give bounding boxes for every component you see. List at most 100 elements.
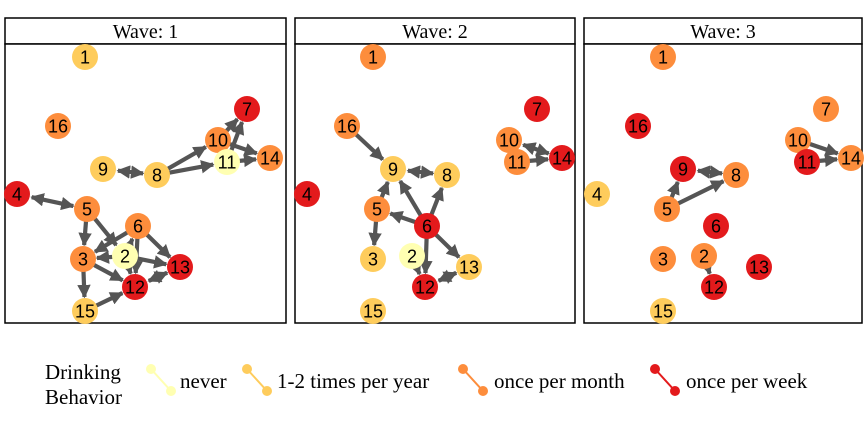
edge-6-9 [398, 179, 424, 218]
strip-wave-1 [4, 17, 287, 45]
node-label: 11 [218, 153, 237, 173]
node-4: 4 [4, 181, 30, 207]
panel-wave-1: Wave: 1 1 16 7 10 14 11 9 8 4 5 6 3 2 13 12 15 [4, 17, 287, 324]
node-label: 2 [699, 247, 709, 267]
node-5: 5 [74, 196, 100, 222]
node-12: 12 [701, 274, 727, 300]
node-circle [360, 298, 386, 324]
node-label: 4 [302, 185, 312, 205]
node-circle [4, 181, 30, 207]
edge-6-5 [388, 211, 418, 225]
node-circle [456, 254, 482, 280]
node-label: 9 [388, 160, 398, 180]
edge-9-8 [406, 165, 435, 179]
node-label: 3 [78, 250, 88, 270]
node-circle [584, 181, 610, 207]
node-circle [70, 246, 96, 272]
node-16: 16 [45, 113, 71, 139]
legend-swatch-1-2 [242, 364, 252, 374]
node-2: 2 [691, 243, 717, 269]
node-8: 8 [723, 162, 749, 188]
node-circle [112, 243, 138, 269]
node-label: 13 [749, 258, 769, 278]
edge-10-14 [521, 142, 551, 156]
edge-6-3 [93, 229, 130, 254]
node-10: 10 [496, 127, 522, 153]
edge-10-14 [807, 141, 840, 156]
node-7: 7 [524, 96, 550, 122]
node-circle [703, 213, 729, 239]
node-9: 9 [90, 156, 116, 182]
node-1: 1 [650, 44, 676, 70]
node-label: 16 [628, 117, 648, 137]
node-circle [654, 196, 680, 222]
node-label: 8 [731, 166, 741, 186]
node-circle [72, 44, 98, 70]
edge-15-12 [94, 291, 124, 309]
node-circle [691, 243, 717, 269]
node-circle [122, 274, 148, 300]
edge-9-8 [116, 165, 145, 179]
legend: Drinking Behavior never 1-2 times per ye… [45, 360, 808, 409]
edges-layer [30, 117, 259, 309]
edge-11-14 [527, 153, 550, 168]
edge-5-8 [675, 179, 725, 207]
node-4: 4 [294, 181, 320, 207]
node-8: 8 [434, 162, 460, 188]
node-7: 7 [234, 96, 260, 122]
node-2: 2 [399, 243, 425, 269]
node-label: 7 [532, 100, 542, 120]
node-16: 16 [625, 113, 651, 139]
edge-3-12 [91, 262, 124, 283]
node-circle [74, 196, 100, 222]
node-circle [125, 213, 151, 239]
edge-10-14 [227, 141, 259, 156]
node-label: 2 [120, 247, 130, 267]
node-circle [257, 145, 283, 171]
edge-9-8 [696, 165, 724, 179]
node-label: 12 [415, 278, 435, 298]
node-label: 15 [653, 302, 673, 322]
legend-label-week: once per week [686, 369, 808, 393]
node-9: 9 [380, 156, 406, 182]
panel-title: Wave: 3 [690, 21, 756, 43]
legend-swatch-week [650, 364, 660, 374]
node-label: 7 [821, 100, 831, 120]
plot-area [4, 43, 287, 324]
node-circle [524, 96, 550, 122]
node-label: 14 [841, 149, 861, 169]
node-circle [650, 246, 676, 272]
node-circle [496, 127, 522, 153]
node-1: 1 [72, 44, 98, 70]
node-circle [650, 44, 676, 70]
node-5: 5 [364, 196, 390, 222]
legend-title-line1: Drinking [45, 360, 121, 384]
edges-layer [353, 131, 551, 284]
node-3: 3 [650, 246, 676, 272]
node-label: 13 [459, 258, 479, 278]
legend-title-line2: Behavior [45, 385, 122, 409]
node-15: 15 [72, 298, 98, 324]
panel-title: Wave: 2 [402, 21, 468, 43]
node-12: 12 [122, 274, 148, 300]
node-label: 4 [592, 185, 602, 205]
strip-wave-3 [583, 17, 863, 45]
node-label: 10 [208, 131, 228, 151]
node-circle [205, 127, 231, 153]
node-label: 12 [704, 278, 724, 298]
legend-item-never: never [146, 364, 227, 396]
node-3: 3 [70, 246, 96, 272]
node-11: 11 [504, 149, 530, 175]
node-label: 13 [170, 258, 190, 278]
node-label: 1 [80, 48, 90, 68]
node-circle [72, 298, 98, 324]
edge-5-3 [368, 219, 382, 247]
node-label: 16 [337, 117, 357, 137]
node-circle [434, 162, 460, 188]
node-circle [90, 156, 116, 182]
node-12: 12 [412, 274, 438, 300]
node-13: 13 [167, 254, 193, 280]
node-circle [813, 96, 839, 122]
node-circle [625, 113, 651, 139]
